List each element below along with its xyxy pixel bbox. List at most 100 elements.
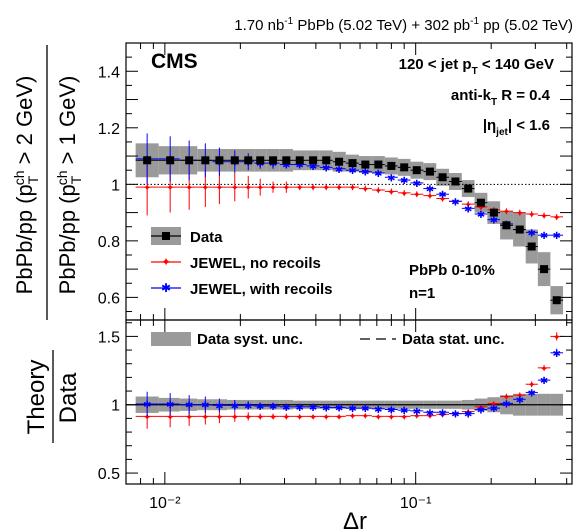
data-point xyxy=(412,166,421,175)
model-point: ✦ xyxy=(361,185,369,196)
model-point: ✦ xyxy=(527,210,535,221)
data-point xyxy=(230,156,239,165)
data-point xyxy=(400,163,409,172)
model-point: ✦ xyxy=(540,364,548,375)
y-title-theory: Theory xyxy=(23,360,50,435)
model-point: ✦ xyxy=(201,183,209,194)
eta-label: |ηjet| < 1.6 xyxy=(483,117,550,138)
cms-label: CMS xyxy=(151,50,198,73)
model-point: ✱ xyxy=(490,216,498,227)
model-point: ✱ xyxy=(516,395,524,406)
model-point: ✦ xyxy=(413,190,421,201)
model-point: ✦ xyxy=(348,183,356,194)
model-point: ✱ xyxy=(322,403,330,414)
model-point: ✱ xyxy=(361,404,369,415)
model-point: ✱ xyxy=(438,190,446,201)
lumi-header: 1.70 nb-1 PbPb (5.02 TeV) + 302 pb-1 pp … xyxy=(234,16,573,34)
y-tick-label: 1 xyxy=(111,398,120,415)
model-point: ✱ xyxy=(464,410,472,421)
model-point: ✱ xyxy=(244,401,252,412)
model-point: ✱ xyxy=(477,210,485,221)
model-point: ✱ xyxy=(269,159,277,170)
data-point xyxy=(215,156,224,165)
model-point: ✱ xyxy=(400,406,408,417)
y-tick-label: 1.2 xyxy=(98,121,120,138)
data-point xyxy=(476,198,485,207)
model-point: ✱ xyxy=(143,400,151,411)
model-point: ✦ xyxy=(438,194,446,205)
data-point xyxy=(143,156,152,165)
model-point: ✱ xyxy=(296,403,304,414)
data-point xyxy=(451,177,460,186)
legend-no-recoil-label: JEWEL, no recoils xyxy=(190,255,321,272)
algorithm-label: anti-kT R = 0.4 xyxy=(451,87,551,108)
model-point: ✦ xyxy=(477,203,485,214)
model-point: ✦ xyxy=(269,412,277,423)
data-point xyxy=(438,173,447,182)
model-point: ✦ xyxy=(374,412,382,423)
model-point: ✦ xyxy=(540,211,548,222)
axes-bottom: 10⁻² 10⁻¹ 0.5 1 1.5 xyxy=(98,320,572,512)
model-point: ✦ xyxy=(244,412,252,423)
data-point xyxy=(335,157,344,166)
model-point: ✦ xyxy=(335,412,343,423)
model-point: ✦ xyxy=(387,187,395,198)
model-point: ✱ xyxy=(387,173,395,184)
model-point: ✱ xyxy=(464,204,472,215)
model-point: ✦ xyxy=(231,183,239,194)
legend-syst-swatch xyxy=(151,332,191,346)
x-tick-label: 10⁻² xyxy=(149,495,181,512)
model-point: ✦ xyxy=(490,399,498,410)
model-point: ✦ xyxy=(374,186,382,197)
model-point: ✦ xyxy=(322,412,330,423)
model-point: ✦ xyxy=(502,207,510,218)
model-point: ✦ xyxy=(400,412,408,423)
y-tick-label: 0.5 xyxy=(98,466,120,483)
model-point: ✱ xyxy=(527,388,535,399)
data-point xyxy=(540,265,549,274)
model-point: ✱ xyxy=(166,400,174,411)
model-point: ✦ xyxy=(502,393,510,404)
model-point: ✱ xyxy=(215,401,223,412)
model-point: ✱ xyxy=(185,401,193,412)
model-point: ✦ xyxy=(451,410,459,421)
model-point: ✦ xyxy=(143,412,151,423)
model-point: ✱ xyxy=(426,185,434,196)
data-point xyxy=(269,156,278,165)
model-point: ✦ xyxy=(256,183,264,194)
model-point: ✱ xyxy=(361,168,369,179)
model-point: ✦ xyxy=(348,412,356,423)
data-point xyxy=(361,160,370,169)
model-point: ✱ xyxy=(322,163,330,174)
model-point: ✦ xyxy=(387,412,395,423)
n-label: n=1 xyxy=(409,285,435,302)
model-point: ✱ xyxy=(387,406,395,417)
data-point xyxy=(502,221,511,230)
model-point: ✱ xyxy=(256,159,264,170)
model-point: ✦ xyxy=(231,412,239,423)
model-point: ✱ xyxy=(490,404,498,415)
model-point: ✦ xyxy=(527,380,535,391)
model-point: ✱ xyxy=(540,231,548,242)
model-point: ✦ xyxy=(309,412,317,423)
model-point: ✱ xyxy=(413,179,421,190)
y-tick-label: 0.6 xyxy=(98,290,120,307)
model-point: ✦ xyxy=(322,183,330,194)
legend-syst-label: Data syst. unc. xyxy=(197,331,303,348)
legend-stat-label: Data stat. unc. xyxy=(402,331,505,348)
model-point: ✱ xyxy=(296,161,304,172)
model-point: ✱ xyxy=(269,402,277,413)
data-point xyxy=(374,160,383,169)
model-point: ✱ xyxy=(282,403,290,414)
axes-top: 0.6 0.8 1 1.2 1.4 xyxy=(98,42,572,320)
plot-frame-top xyxy=(125,42,573,321)
legend-top: Data ✦ JEWEL, no recoils ✱ JEWEL, with r… xyxy=(151,227,333,298)
data-point xyxy=(166,156,175,165)
data-point xyxy=(295,156,304,165)
y-tick-label: 0.8 xyxy=(98,234,120,251)
legend-bottom: Data syst. unc. Data stat. unc. xyxy=(151,331,505,348)
data-point xyxy=(244,156,253,165)
x-tick-label: 10⁻¹ xyxy=(400,495,432,512)
model-point: ✱ xyxy=(438,408,446,419)
